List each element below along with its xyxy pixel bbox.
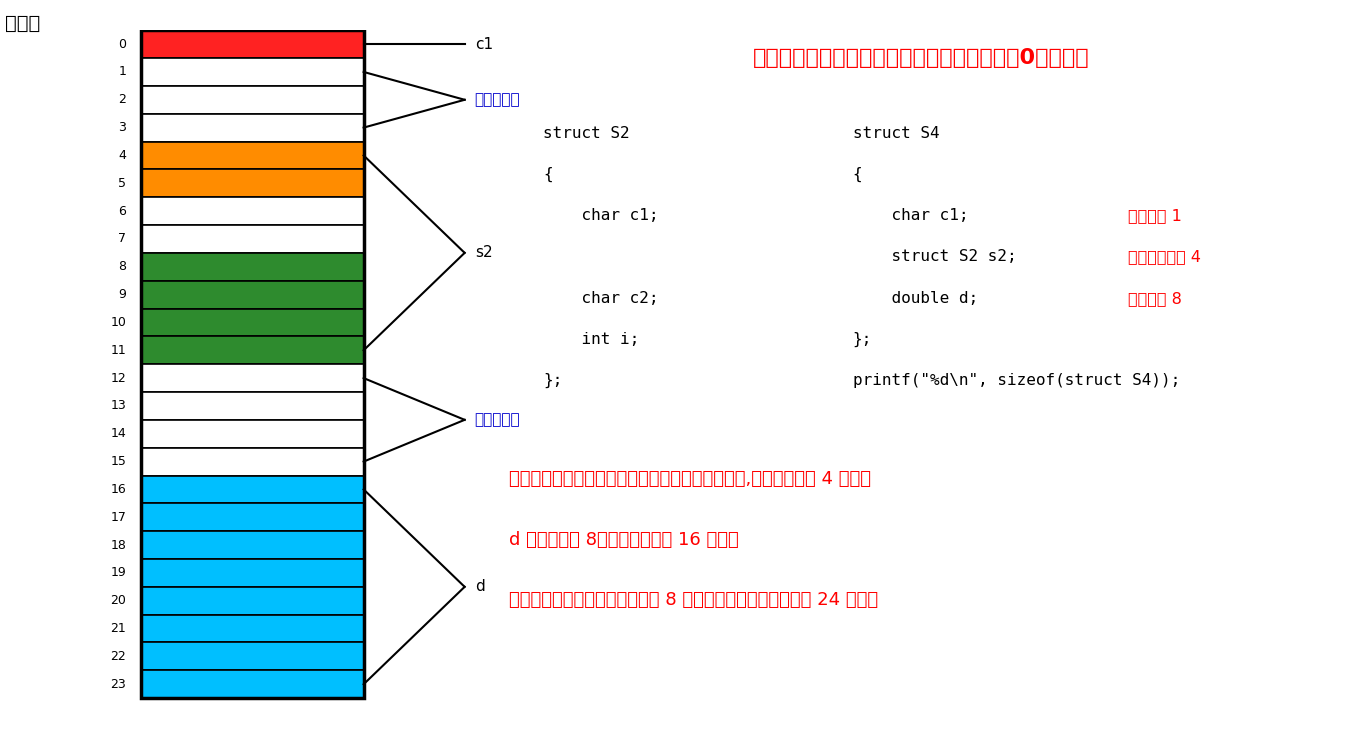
Text: 对齐数为 1: 对齐数为 1 xyxy=(1127,208,1182,223)
Bar xyxy=(142,336,363,364)
Text: 7: 7 xyxy=(119,233,126,245)
Text: {: { xyxy=(543,167,553,183)
Text: struct S4: struct S4 xyxy=(853,126,939,141)
Bar xyxy=(142,670,363,698)
Bar xyxy=(142,86,363,114)
Text: 最大对齐数为 4: 最大对齐数为 4 xyxy=(1127,249,1201,264)
Bar xyxy=(142,30,363,58)
Bar xyxy=(142,643,363,670)
Text: char c1;: char c1; xyxy=(543,208,658,223)
Text: char c1;: char c1; xyxy=(853,208,968,223)
Text: 浪费的空间: 浪费的空间 xyxy=(475,92,520,107)
Text: printf("%d\n", sizeof(struct S4));: printf("%d\n", sizeof(struct S4)); xyxy=(853,373,1179,388)
Bar xyxy=(142,392,363,420)
Bar xyxy=(142,225,363,253)
Text: 9: 9 xyxy=(119,288,126,301)
Bar xyxy=(142,587,363,615)
Text: 3: 3 xyxy=(119,121,126,134)
Text: 16: 16 xyxy=(111,483,126,496)
Text: 第一个成员变量要放在与结构体变量偏移量为0的地址处: 第一个成员变量要放在与结构体变量偏移量为0的地址处 xyxy=(753,48,1089,68)
Text: 偏移量: 偏移量 xyxy=(5,14,41,32)
Bar xyxy=(142,532,363,559)
Text: 浪费的空间: 浪费的空间 xyxy=(475,412,520,427)
Text: c1: c1 xyxy=(475,36,493,51)
Text: int i;: int i; xyxy=(543,332,639,347)
Text: 14: 14 xyxy=(111,427,126,440)
Bar xyxy=(142,197,363,225)
Text: 8: 8 xyxy=(119,260,126,273)
Bar xyxy=(142,253,363,281)
Text: 12: 12 xyxy=(111,371,126,384)
Text: d 的对齐数为 8，因此从偏移量 16 处存放: d 的对齐数为 8，因此从偏移量 16 处存放 xyxy=(509,531,738,549)
Bar xyxy=(142,281,363,309)
Bar xyxy=(142,58,363,86)
Text: double d;: double d; xyxy=(853,291,977,306)
Text: 6: 6 xyxy=(119,205,126,217)
Text: };: }; xyxy=(853,332,872,347)
Text: 5: 5 xyxy=(119,177,126,190)
Bar xyxy=(142,559,363,587)
Bar xyxy=(142,309,363,336)
Text: d: d xyxy=(475,579,485,594)
Bar xyxy=(142,476,363,504)
Bar xyxy=(142,114,363,141)
Text: char c2;: char c2; xyxy=(543,291,658,306)
Bar xyxy=(142,420,363,448)
Text: 0: 0 xyxy=(119,38,126,51)
Text: 2: 2 xyxy=(119,94,126,106)
Text: {: { xyxy=(853,167,863,183)
Text: 17: 17 xyxy=(111,510,126,524)
Text: 22: 22 xyxy=(111,650,126,663)
Text: struct S2 s2;: struct S2 s2; xyxy=(853,249,1016,264)
Bar xyxy=(142,448,363,476)
Text: 15: 15 xyxy=(111,455,126,468)
Text: 18: 18 xyxy=(111,538,126,552)
Text: 嵌套的结构体对齐到自己的最大对齐数的整数倍处,因此从偏移量 4 处存放: 嵌套的结构体对齐到自己的最大对齐数的整数倍处,因此从偏移量 4 处存放 xyxy=(509,470,871,488)
Text: s2: s2 xyxy=(475,245,493,260)
Text: 4: 4 xyxy=(119,149,126,162)
Text: 13: 13 xyxy=(111,399,126,412)
Bar xyxy=(142,30,363,698)
Text: 最终结构体的大小为最大对齐数 8 的倍数，因此结构体大小为 24 个字节: 最终结构体的大小为最大对齐数 8 的倍数，因此结构体大小为 24 个字节 xyxy=(509,591,878,609)
Text: 对齐数为 8: 对齐数为 8 xyxy=(1127,291,1182,306)
Text: 23: 23 xyxy=(111,678,126,691)
Text: struct S2: struct S2 xyxy=(543,126,629,141)
Bar xyxy=(142,504,363,532)
Bar xyxy=(142,169,363,197)
Text: 20: 20 xyxy=(111,594,126,607)
Text: 11: 11 xyxy=(111,344,126,357)
Bar xyxy=(142,141,363,169)
Text: 19: 19 xyxy=(111,566,126,579)
Text: 1: 1 xyxy=(119,66,126,79)
Text: 10: 10 xyxy=(111,316,126,329)
Bar xyxy=(142,364,363,392)
Text: 21: 21 xyxy=(111,622,126,635)
Bar xyxy=(142,615,363,643)
Text: };: }; xyxy=(543,373,562,388)
